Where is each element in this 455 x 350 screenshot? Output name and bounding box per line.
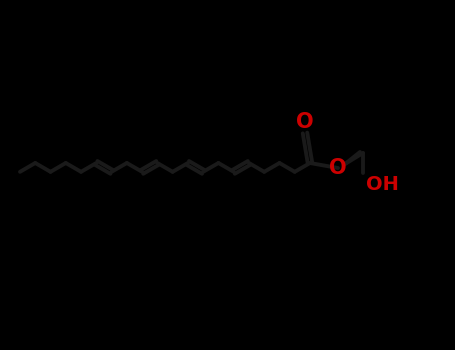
Text: O: O (296, 112, 314, 132)
Text: OH: OH (366, 175, 399, 195)
Text: O: O (329, 158, 347, 178)
